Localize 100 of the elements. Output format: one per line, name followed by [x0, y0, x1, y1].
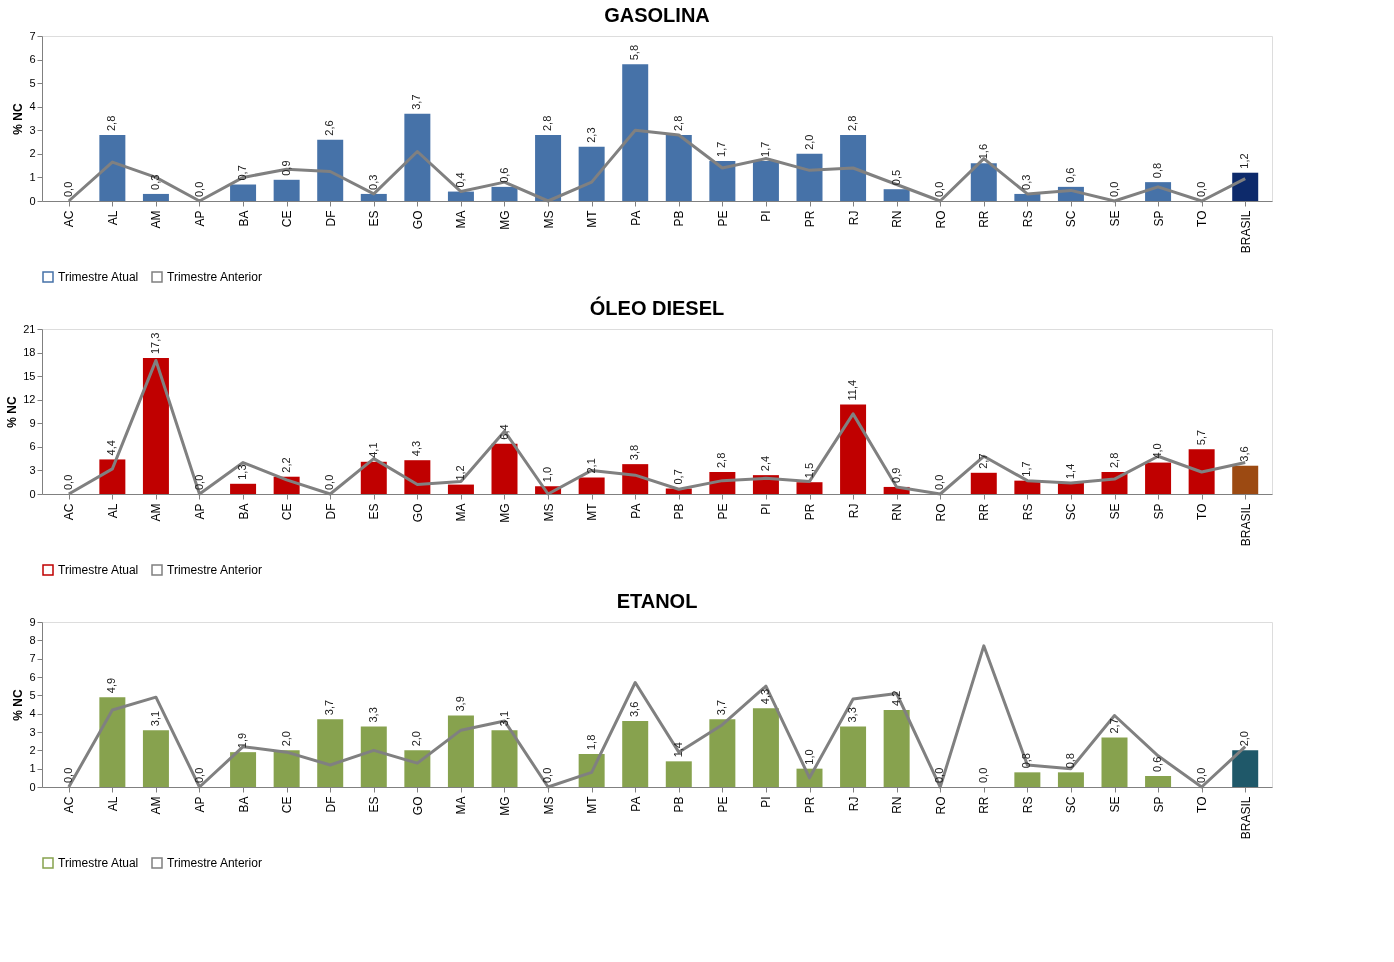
y-tick-label: 21 [23, 322, 36, 335]
bar [404, 750, 431, 787]
x-tick-label: RR [977, 210, 992, 228]
x-tick-label: PI [759, 796, 774, 808]
data-label: 1,4 [671, 742, 684, 758]
data-label: 2,7 [976, 453, 989, 469]
x-tick-label: SC [1064, 210, 1079, 228]
bar [752, 160, 779, 201]
data-label: 0,0 [933, 181, 946, 197]
legend-label: Trimestre Anterior [167, 563, 262, 577]
x-tick-label: DF [323, 796, 338, 813]
bar [970, 472, 997, 494]
bar [752, 708, 779, 787]
data-label: 0,6 [1063, 167, 1076, 183]
x-tick-label: SP [1151, 503, 1166, 520]
x-tick-label: BA [236, 503, 251, 520]
x-tick-label: MT [585, 209, 600, 228]
bar [99, 135, 126, 201]
data-label: 0,0 [1194, 767, 1207, 783]
data-label: 11,4 [846, 379, 859, 401]
bar [622, 721, 649, 787]
bar [447, 191, 474, 201]
chart-title: ÓLEO DIESEL [589, 296, 725, 319]
data-label: 0,6 [497, 167, 510, 183]
bar [317, 719, 344, 787]
data-label: 2,2 [279, 457, 292, 473]
data-label: 0,0 [192, 474, 205, 490]
bar [230, 752, 257, 787]
data-label: 4,9 [105, 677, 118, 694]
x-tick-label: MS [541, 210, 556, 229]
x-tick-label: RJ [846, 796, 861, 812]
x-tick-label: SE [1108, 796, 1122, 813]
legend-label: Trimestre Atual [58, 270, 139, 284]
x-tick-label: BRASIL [1238, 503, 1253, 547]
x-tick-label: TO [1195, 503, 1210, 520]
x-tick-label: ES [367, 503, 382, 520]
data-label: 0,0 [192, 767, 205, 783]
data-label: 2,0 [279, 731, 292, 747]
y-tick-label: 7 [29, 29, 36, 42]
y-tick-label: 8 [29, 633, 36, 646]
bar [142, 358, 169, 494]
x-tick-label: PE [715, 796, 730, 813]
data-label: 2,1 [584, 458, 597, 474]
x-tick-label: AC [62, 503, 77, 521]
data-label: 1,0 [541, 466, 554, 483]
x-tick-label: BRASIL [1238, 796, 1253, 840]
x-tick-label: AM [149, 210, 164, 229]
data-label: 3,9 [453, 696, 466, 712]
bar [622, 64, 649, 201]
data-label: 4,2 [889, 690, 902, 706]
data-label: 1,5 [802, 462, 815, 479]
x-tick-label: CE [280, 503, 295, 521]
x-tick-label: GO [410, 503, 425, 523]
x-tick-label: RO [933, 796, 948, 815]
x-tick-label: SP [1151, 210, 1166, 227]
x-tick-label: AM [149, 503, 164, 522]
bar [1232, 172, 1259, 201]
data-label: 3,1 [497, 710, 510, 727]
x-tick-label: RJ [846, 503, 861, 519]
x-tick-label: AL [105, 503, 120, 519]
x-tick-label: ES [367, 796, 382, 813]
data-label: 5,7 [1194, 429, 1207, 446]
x-tick-label: MG [498, 503, 512, 523]
bar [535, 135, 562, 201]
x-tick-label: RS [1020, 503, 1035, 521]
y-tick-label: 0 [29, 194, 36, 207]
x-tick-label: ES [367, 210, 382, 227]
x-tick-label: PI [759, 210, 774, 222]
x-tick-label: PB [672, 503, 687, 520]
legend-label: Trimestre Atual [58, 563, 139, 577]
x-tick-label: RJ [846, 210, 861, 226]
x-tick-label: BRASIL [1238, 210, 1253, 254]
bar [709, 719, 736, 787]
x-tick-label: MT [585, 795, 600, 814]
data-label: 2,8 [846, 115, 859, 131]
data-label: 2,6 [323, 120, 336, 136]
y-tick-label: 1 [29, 762, 36, 775]
data-label: 0,8 [1020, 753, 1033, 769]
bar [796, 153, 823, 201]
x-tick-label: RR [977, 796, 992, 814]
bar [404, 113, 431, 201]
x-tick-label: AM [149, 796, 164, 815]
y-axis-title: % NC [5, 396, 20, 428]
y-tick-label: 6 [29, 670, 36, 683]
data-label: 1,4 [1063, 463, 1076, 479]
y-tick-label: 12 [23, 393, 36, 406]
data-label: 3,6 [1238, 446, 1251, 462]
bar [230, 184, 257, 201]
bar [1232, 465, 1259, 494]
x-tick-label: RO [933, 503, 948, 522]
y-tick-label: 15 [23, 369, 36, 382]
x-tick-label: RN [890, 210, 905, 228]
bar [1145, 776, 1172, 787]
bar [142, 193, 169, 201]
data-label: 6,4 [497, 424, 510, 440]
bar [709, 160, 736, 201]
x-tick-label: CE [280, 210, 295, 228]
data-label: 3,1 [148, 710, 161, 727]
bar [840, 135, 867, 201]
x-tick-label: MA [454, 503, 469, 522]
